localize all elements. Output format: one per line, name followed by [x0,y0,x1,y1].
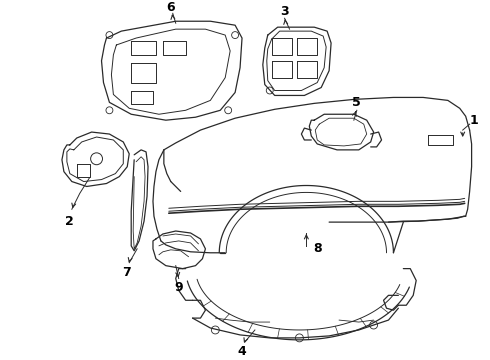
Text: 7: 7 [122,266,131,279]
Text: 3: 3 [280,5,289,18]
Text: 6: 6 [167,1,175,14]
Text: 9: 9 [174,281,183,294]
Text: 5: 5 [352,96,361,109]
Text: 2: 2 [66,215,74,228]
Text: 4: 4 [238,345,246,358]
Text: 1: 1 [469,114,478,127]
Text: 8: 8 [313,242,321,255]
